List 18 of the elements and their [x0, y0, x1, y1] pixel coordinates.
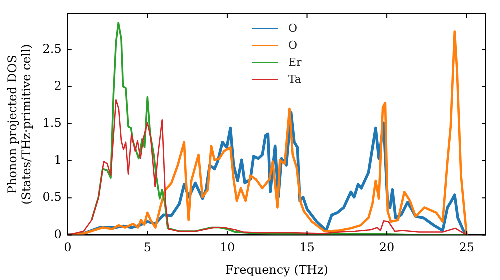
x-tick-label: 5 [144, 240, 152, 255]
y-tick-label: 2.5 [42, 42, 62, 56]
x-tick-label: 25 [459, 240, 474, 255]
y-axis-title: Phonon projected DOS (States/THz·primitive cell) [5, 44, 34, 205]
x-tick-label: 10 [220, 240, 236, 255]
legend-label: Ta [288, 72, 302, 88]
x-axis-title: Frequency (THz) [226, 262, 328, 277]
y-tick-label: 2 [54, 78, 62, 93]
legend-label: O [288, 38, 298, 54]
y-tick-label: 1 [54, 153, 62, 168]
legend-label: O [288, 21, 298, 37]
y-tick-label: 0 [54, 227, 62, 242]
x-tick-label: 20 [379, 240, 395, 255]
legend-label: Er [288, 55, 302, 71]
y-tick-label: 1.5 [42, 116, 62, 130]
x-tick-label: 0 [64, 240, 72, 255]
x-tick-label: 15 [300, 240, 315, 255]
y-tick-label: 0.5 [42, 190, 62, 204]
